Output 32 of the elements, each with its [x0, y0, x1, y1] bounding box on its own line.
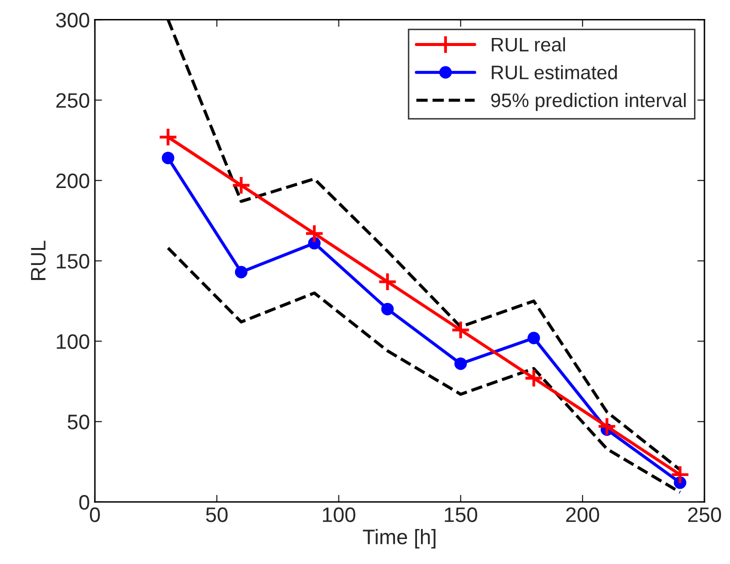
legend-label: RUL estimated: [492, 65, 617, 80]
point: [450, 320, 470, 340]
legend-label: RUL real: [492, 37, 565, 52]
point: [381, 302, 394, 316]
legend-label: 95% prediction interval: [491, 92, 686, 112]
y-tick-label: 300: [56, 12, 90, 28]
y-tick-label: 150: [56, 254, 90, 269]
x-tick-label: 50: [206, 507, 228, 522]
x-axis-title: Time [h]: [362, 529, 436, 548]
point: [162, 152, 174, 164]
y-tick-label: 250: [56, 93, 90, 108]
x-tick-label: 0: [90, 507, 100, 522]
y-tick-label: 50: [68, 414, 90, 430]
x-tick-label: 150: [444, 507, 478, 522]
point: [597, 416, 617, 436]
point: [454, 357, 467, 370]
point: [304, 224, 324, 244]
x-tick-label: 100: [322, 507, 356, 522]
point: [528, 332, 540, 344]
y-tick-label: 0: [79, 494, 90, 510]
y-axis-title: RUL: [31, 240, 46, 280]
line-series: [166, 246, 682, 494]
point: [158, 127, 178, 147]
point: [670, 464, 690, 484]
x-tick-label: 250: [688, 507, 722, 522]
point: [231, 176, 251, 196]
point: [524, 368, 544, 388]
y-tick-label: 100: [56, 334, 90, 349]
point: [378, 272, 398, 292]
point: [234, 266, 248, 278]
x-tick-label: 200: [566, 507, 600, 522]
y-tick-label: 200: [56, 173, 90, 188]
